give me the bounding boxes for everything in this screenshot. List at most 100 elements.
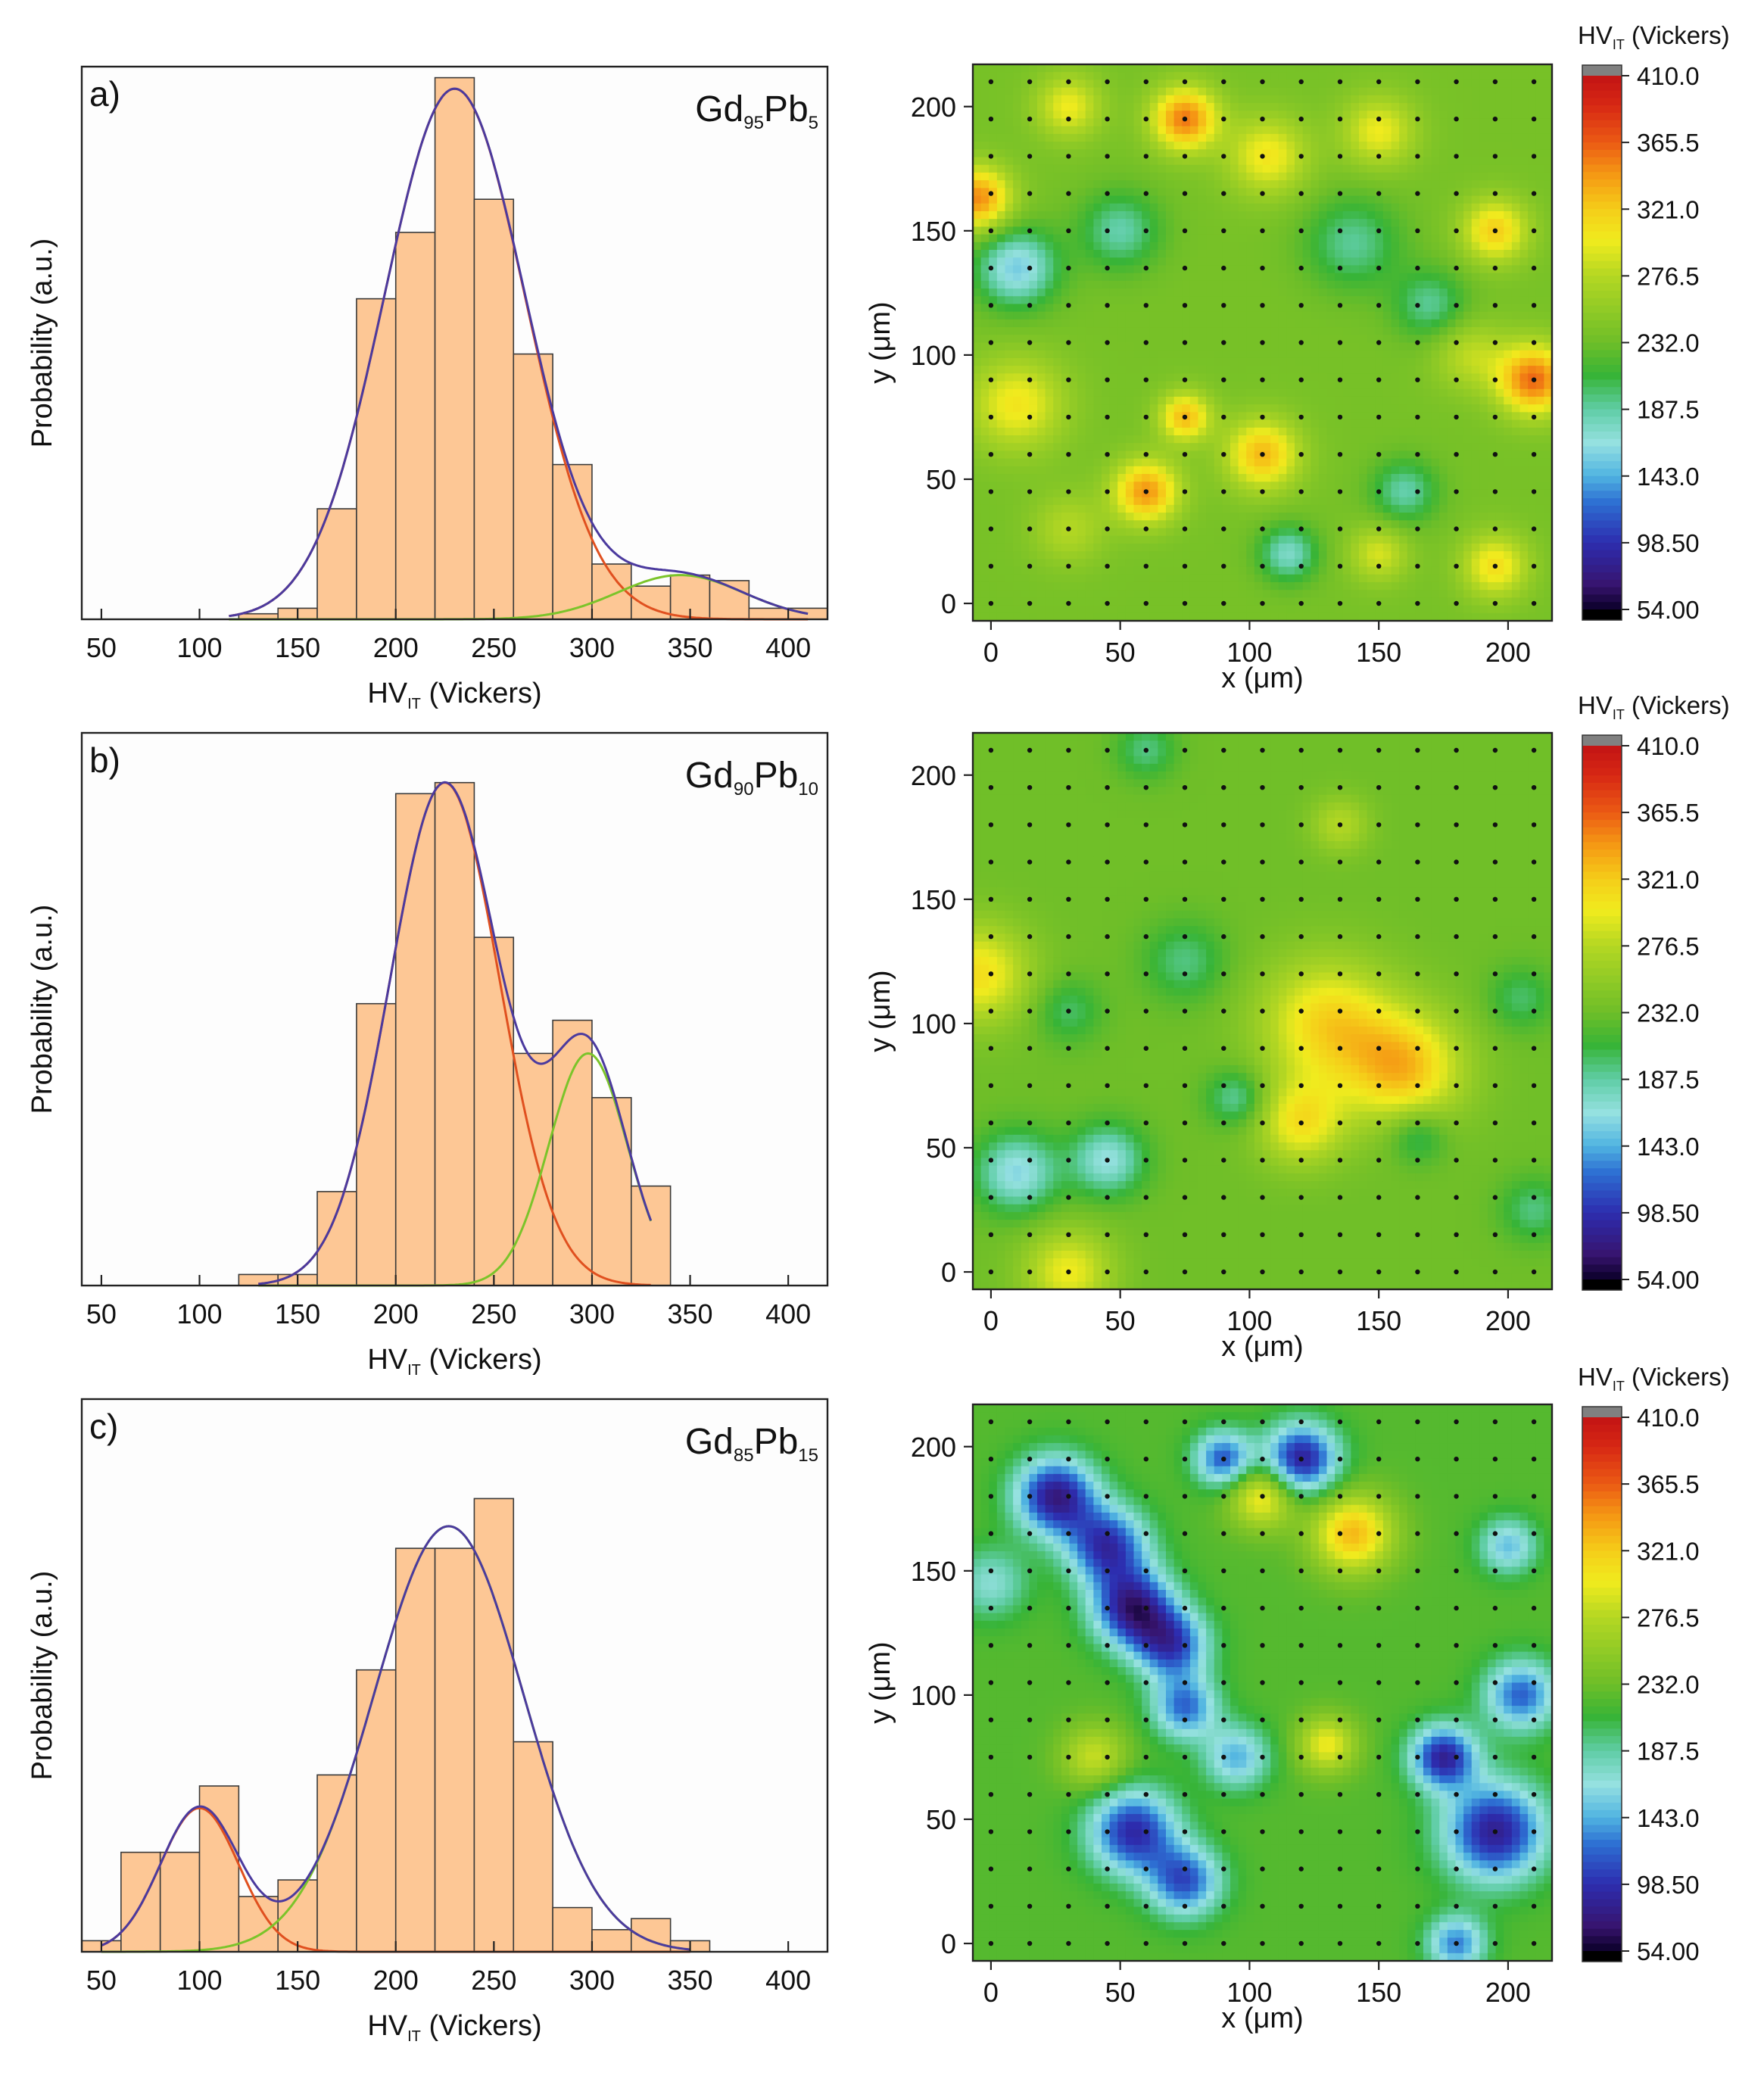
heatmap-cell	[996, 342, 1006, 351]
heatmap-cell	[1270, 304, 1279, 313]
heatmap-cell	[1254, 574, 1264, 583]
heatmap-cell	[1262, 381, 1271, 390]
heatmap-cell	[1399, 590, 1408, 598]
heatmap-cell	[1431, 551, 1440, 559]
heatmap-cell	[973, 605, 982, 614]
heatmap-cell	[1077, 551, 1086, 559]
heatmap-cell	[1382, 257, 1392, 266]
heatmap-cell	[1463, 296, 1473, 305]
heatmap-cell	[1182, 482, 1191, 491]
heatmap-cell	[1021, 396, 1030, 405]
heatmap-cell	[1391, 250, 1400, 258]
heatmap-cell	[1495, 482, 1504, 491]
heatmap-cell	[1222, 419, 1231, 429]
heatmap-cell	[1166, 419, 1175, 429]
heatmap-cell	[1479, 590, 1488, 598]
heatmap-cell	[1158, 172, 1167, 181]
heatmap-cell	[1254, 327, 1264, 335]
histogram-bar	[473, 937, 515, 1286]
heatmap-cell	[1495, 559, 1504, 568]
heatmap-cell	[1504, 87, 1513, 96]
heatmap-cell	[1511, 265, 1521, 274]
heatmap-cell	[1166, 520, 1175, 529]
heatmap-cell	[1045, 381, 1054, 390]
heatmap-cell	[1029, 543, 1038, 552]
heatmap-cell	[1013, 126, 1022, 135]
heatmap-cell	[1142, 280, 1151, 289]
heatmap-cell	[1093, 590, 1102, 598]
heatmap-cell	[1262, 157, 1271, 166]
heatmap-cell	[1053, 180, 1062, 189]
heatmap-cell	[1302, 551, 1311, 559]
heatmap-cell	[1382, 273, 1392, 282]
heatmap-cell	[1407, 612, 1416, 622]
heatmap-cell	[1254, 311, 1264, 320]
heatmap-cell	[1351, 296, 1360, 305]
heatmap-cell	[1311, 319, 1320, 328]
heatmap-cell	[1061, 443, 1071, 452]
heatmap-cell	[1149, 342, 1158, 351]
heatmap-cell	[1029, 412, 1038, 421]
heatmap-cell	[980, 597, 990, 606]
heatmap-cell	[1102, 396, 1111, 405]
heatmap-cell	[1318, 381, 1328, 390]
heatmap-cell	[1415, 497, 1424, 506]
heatmap-cell	[1318, 72, 1328, 81]
heatmap-cell	[1488, 157, 1497, 166]
heatmap-cell	[1142, 142, 1151, 150]
heatmap-cell	[1295, 219, 1304, 227]
heatmap-cell	[1117, 427, 1127, 436]
heatmap-cell	[1117, 443, 1127, 452]
heatmap-cell	[1005, 474, 1014, 482]
heatmap-cell	[1230, 304, 1239, 313]
heatmap-cell	[1189, 497, 1199, 506]
heatmap-cell	[1270, 335, 1279, 344]
heatmap-cell	[1021, 250, 1030, 258]
heatmap-cell	[996, 551, 1006, 559]
heatmap-cell	[1375, 590, 1384, 598]
heatmap-cell	[1109, 226, 1118, 235]
heatmap-cell	[1037, 172, 1046, 181]
heatmap-cell	[1342, 458, 1351, 467]
heatmap-cell	[996, 265, 1006, 274]
heatmap-cell	[1173, 427, 1183, 436]
heatmap-cell	[1021, 566, 1030, 575]
heatmap-cell	[1439, 126, 1448, 135]
heatmap-cell	[1077, 597, 1086, 606]
heatmap-cell	[996, 304, 1006, 313]
heatmap-cell	[1069, 103, 1078, 111]
heatmap-cell	[1415, 203, 1424, 212]
heatmap-cell	[1471, 195, 1480, 204]
heatmap-cell	[1295, 566, 1304, 575]
heatmap-cell	[1471, 95, 1480, 104]
heatmap-cell	[1061, 350, 1071, 359]
heatmap-cell	[1166, 388, 1175, 397]
heatmap-cell	[1471, 319, 1480, 328]
heatmap-cell	[996, 296, 1006, 305]
heatmap-cell	[1423, 234, 1432, 243]
heatmap-cell	[1189, 513, 1199, 521]
heatmap-cell	[1045, 180, 1054, 189]
heatmap-cell	[1133, 566, 1142, 575]
heatmap-cell	[1295, 412, 1304, 421]
heatmap-cell	[1439, 180, 1448, 189]
heatmap-cell	[1495, 126, 1504, 135]
heatmap-cell	[1367, 180, 1376, 189]
heatmap-cell	[1326, 95, 1335, 104]
heatmap-cell	[1318, 357, 1328, 366]
heatmap-cell	[1488, 242, 1497, 251]
heatmap-cell	[1102, 273, 1111, 282]
heatmap-cell	[1214, 288, 1223, 297]
heatmap-cell	[1407, 513, 1416, 521]
heatmap-cell	[1254, 180, 1264, 189]
heatmap-cell	[1455, 396, 1464, 405]
heatmap-cell	[1423, 195, 1432, 204]
heatmap-cell	[1238, 72, 1247, 81]
heatmap-cell	[1447, 87, 1457, 96]
heatmap-cell	[1262, 195, 1271, 204]
heatmap-cell	[1238, 203, 1247, 212]
heatmap-cell	[1488, 396, 1497, 405]
heatmap-cell	[1214, 280, 1223, 289]
heatmap-cell	[1158, 612, 1167, 622]
heatmap-cell	[1423, 458, 1432, 467]
